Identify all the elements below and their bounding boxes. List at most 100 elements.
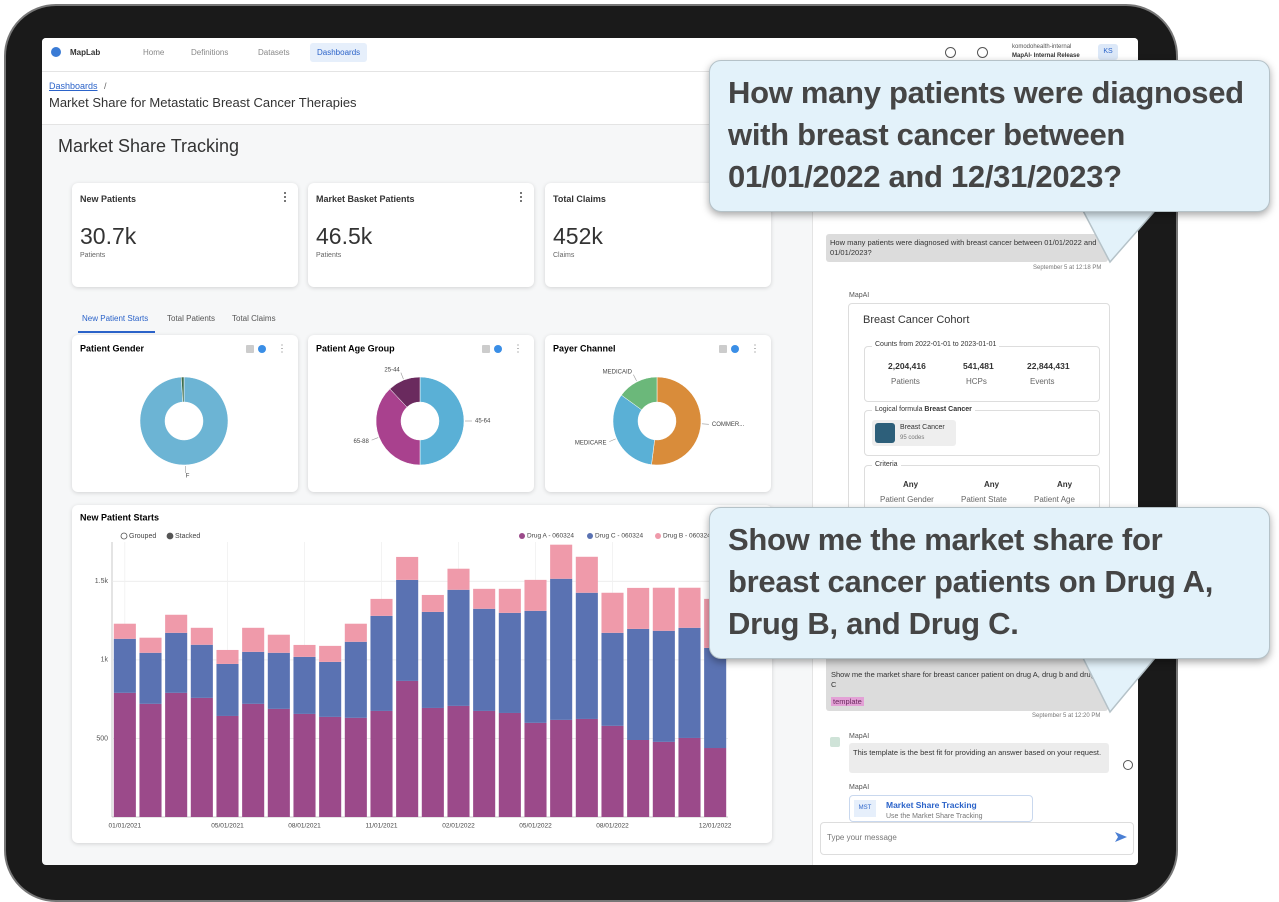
callout-tail <box>1078 204 1162 264</box>
callout-tail <box>1078 651 1162 714</box>
bar-segment <box>113 692 136 817</box>
bar-segment <box>421 611 444 708</box>
settings-icon[interactable] <box>945 47 956 58</box>
bar-segment <box>498 588 521 613</box>
chart-card <box>545 335 771 492</box>
x-tick-label: 02/01/2022 <box>442 823 475 830</box>
bar-segment <box>293 644 316 657</box>
filter-icon <box>719 345 727 353</box>
x-tick-label: 05/01/2021 <box>211 823 244 830</box>
x-tick-label: 01/01/2021 <box>109 823 142 830</box>
criteria-label: Patient Gender <box>880 495 934 504</box>
kpi-label: Market Basket Patients <box>316 194 415 204</box>
criteria-label: Patient Age <box>1034 495 1075 504</box>
chart-title: Patient Gender <box>80 343 145 353</box>
refresh-icon[interactable] <box>1123 760 1133 770</box>
message-input[interactable] <box>820 822 1134 855</box>
kpi-label: Total Claims <box>553 194 606 204</box>
bar-segment <box>421 707 444 817</box>
kebab <box>520 192 524 202</box>
bar-segment <box>396 556 419 580</box>
template-card[interactable]: MST Market Share Tracking Use the Market… <box>849 795 1033 822</box>
bar-segment <box>575 718 598 817</box>
criteria-value: Any <box>903 480 919 489</box>
legend-label: Drug B - 060324 <box>663 533 711 540</box>
bar-segment <box>370 615 393 711</box>
label-leader <box>371 437 379 441</box>
stat-value: 541,481 <box>963 361 994 371</box>
bar-segment <box>319 645 342 662</box>
cohort-title: Breast Cancer Cohort <box>863 314 970 326</box>
criteria-value: Any <box>1057 480 1073 489</box>
mode-label: Stacked <box>175 533 200 540</box>
mode-radio <box>166 532 174 540</box>
bar-segment <box>421 594 444 612</box>
filter-badge <box>731 345 739 353</box>
pie-slice <box>180 376 185 403</box>
y-tick-label: 500 <box>96 735 108 742</box>
tab[interactable]: Total Patients <box>167 314 216 323</box>
brand[interactable]: MapLab <box>70 48 101 57</box>
bar-segment <box>601 592 624 633</box>
tag: template <box>831 697 864 706</box>
bar-segment <box>575 556 598 593</box>
nav-item[interactable]: Datasets <box>258 48 290 57</box>
nav-item[interactable]: Definitions <box>191 48 229 57</box>
criteria-label: Patient State <box>961 495 1007 504</box>
bar-segment <box>190 644 213 698</box>
avatar[interactable]: KS <box>1098 44 1118 60</box>
slice-label: F <box>186 474 190 480</box>
bar-segment <box>396 579 419 681</box>
bar-segment <box>678 587 701 628</box>
bar-segment <box>319 661 342 717</box>
pie-slice <box>419 376 465 466</box>
bar-segment <box>524 610 547 723</box>
chart-title: New Patient Starts <box>80 512 159 522</box>
bot-name: MapAI <box>849 784 870 791</box>
bar-segment <box>652 630 675 742</box>
send-icon[interactable] <box>1114 831 1128 843</box>
bar-segment <box>293 713 316 817</box>
section-title: Market Share Tracking <box>58 136 240 156</box>
kpi-unit: Patients <box>80 252 106 259</box>
pie-slice <box>621 376 658 411</box>
bar-segment <box>652 587 675 631</box>
bar-segment <box>216 715 239 817</box>
stat-label: Events <box>1030 377 1055 386</box>
callout-line: How many patients were diagnosed <box>728 75 1244 110</box>
bar-segment <box>139 703 162 817</box>
bar-segment <box>652 741 675 817</box>
bar-segment <box>550 719 573 817</box>
formula-box <box>864 410 1100 456</box>
tab[interactable]: Total Claims <box>232 314 276 323</box>
x-tick-label: 11/01/2021 <box>365 823 397 830</box>
chart-card <box>72 335 298 492</box>
legend-label: Drug A - 060324 <box>527 533 574 540</box>
breadcrumb-link[interactable]: Dashboards <box>49 81 98 91</box>
y-tick-label: 1k <box>101 657 109 664</box>
formula-name: Breast Cancer <box>924 406 972 413</box>
x-tick-label: 05/01/2022 <box>519 823 552 830</box>
kpi-value: 46.5k <box>316 223 373 249</box>
nav-item-active[interactable]: Dashboards <box>310 43 368 62</box>
bar-segment <box>473 710 496 817</box>
slice-label: MEDICAID <box>603 370 633 376</box>
legend-swatch <box>519 533 525 539</box>
bar-segment <box>216 649 239 664</box>
label-leader <box>633 374 637 382</box>
formula-label: Logical formula Breast Cancer <box>872 406 975 413</box>
bot-name: MapAI <box>849 733 870 740</box>
timestamp: September 5 at 12:20 PM <box>1032 713 1101 719</box>
kpi-label: New Patients <box>80 194 137 204</box>
kebab <box>284 192 288 202</box>
bar-segment <box>267 652 290 709</box>
bar-segment <box>344 717 367 817</box>
tab-active[interactable]: New Patient Starts <box>82 314 149 323</box>
x-tick-label: 08/01/2022 <box>596 823 629 830</box>
help-icon[interactable] <box>977 47 988 58</box>
kebab: ⋮ <box>750 344 760 355</box>
legend-label: Drug C - 060324 <box>595 533 643 540</box>
nav-item[interactable]: Home <box>143 48 165 57</box>
kebab: ⋮ <box>513 344 523 355</box>
